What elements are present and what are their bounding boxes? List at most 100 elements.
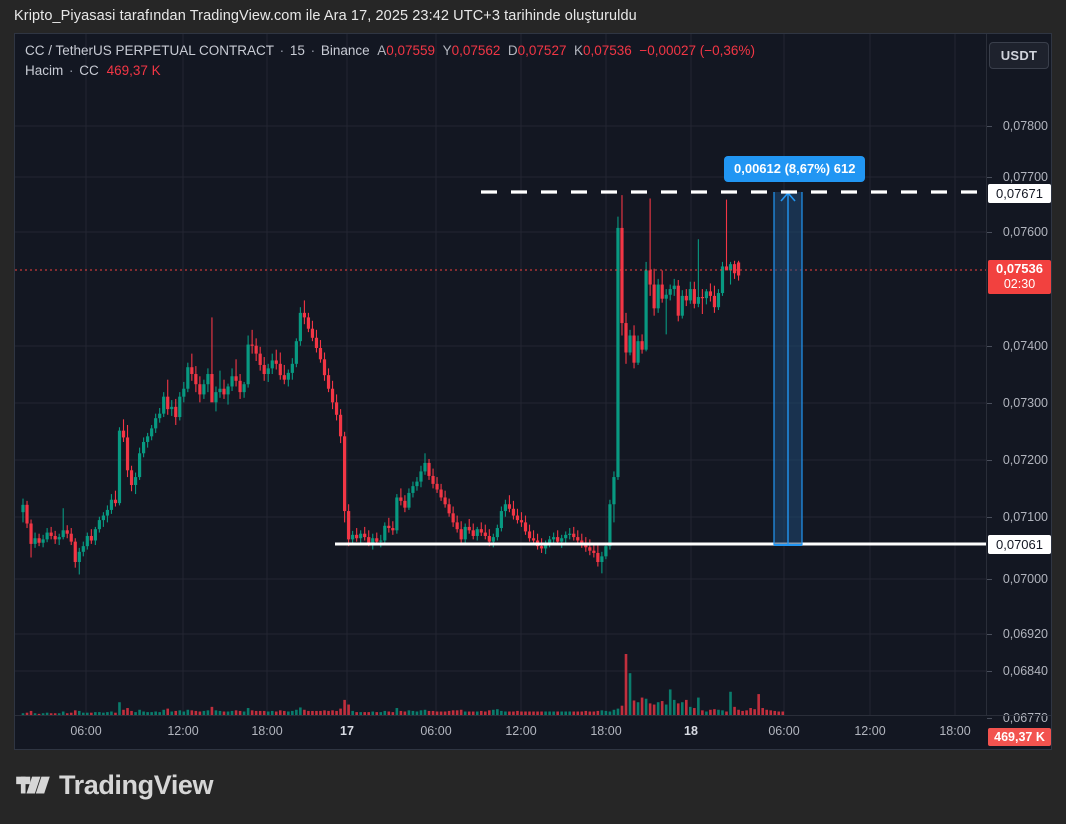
price-tick-label: 0,07700 <box>1002 170 1048 184</box>
volume-bar <box>604 710 608 715</box>
measure-tool-label[interactable]: 0,00612 (8,67%) 612 <box>724 156 866 182</box>
candle-body <box>314 337 319 348</box>
candle-body <box>294 341 298 364</box>
volume-bar <box>697 697 700 715</box>
candle-body <box>491 537 495 542</box>
currency-badge[interactable]: USDT <box>989 42 1049 69</box>
candle-body <box>636 341 640 363</box>
volume-bar <box>672 699 676 715</box>
volume-bar <box>467 711 471 715</box>
volume-bar <box>106 712 109 715</box>
price-tick-label: 0,07600 <box>1002 225 1048 239</box>
candle-body <box>121 430 126 438</box>
candle-body <box>624 323 628 353</box>
candle-body <box>186 367 190 389</box>
candle-body <box>338 414 343 437</box>
candle-body <box>700 297 704 299</box>
candle-body <box>499 511 503 529</box>
candle-body <box>608 504 612 547</box>
volume-bar <box>765 709 768 715</box>
volume-bar <box>186 709 190 715</box>
volume-bar <box>138 709 141 715</box>
candle-body <box>612 477 616 505</box>
candle-body <box>81 546 85 552</box>
volume-bar <box>170 711 174 715</box>
candle-body <box>564 534 568 539</box>
candle-body <box>580 540 584 544</box>
volume-bar <box>226 711 230 715</box>
volume-bar <box>660 701 664 715</box>
volume-bar <box>387 711 391 715</box>
candle-body <box>515 515 520 521</box>
volume-bar <box>459 709 463 715</box>
volume-bar <box>532 711 535 715</box>
candle-body <box>178 396 182 418</box>
price-tick-mark <box>987 403 992 404</box>
volume-bar <box>383 710 387 715</box>
volume-bar <box>110 711 113 715</box>
volume-bar <box>29 710 33 715</box>
candle-body <box>604 546 608 557</box>
candle-body <box>483 532 487 536</box>
candle-body <box>475 529 479 536</box>
volume-bar <box>25 712 29 715</box>
volume-value-tag[interactable]: 469,37 K <box>988 728 1051 746</box>
chart-plot-area[interactable] <box>15 34 987 715</box>
volume-bar <box>359 712 362 715</box>
candle-body <box>692 289 696 304</box>
volume-bar <box>174 710 178 715</box>
candle-body <box>270 360 274 369</box>
volume-bar <box>475 711 479 715</box>
candle-body <box>415 481 419 487</box>
volume-bar <box>528 711 531 715</box>
price-tick-mark <box>987 177 992 178</box>
volume-bar <box>644 698 648 715</box>
price-tick-label: 0,06920 <box>1002 627 1048 641</box>
volume-bar <box>122 709 125 715</box>
candle-body <box>632 335 636 363</box>
candle-body <box>359 533 363 539</box>
bar-countdown: 02:30 <box>1003 277 1036 291</box>
volume-bar <box>218 710 222 715</box>
volume-bar <box>198 711 202 715</box>
volume-bar <box>355 712 358 715</box>
volume-bar <box>544 711 547 715</box>
candle-body <box>53 535 57 540</box>
volume-bar <box>496 709 499 715</box>
candle-body <box>467 526 471 531</box>
candle-body <box>656 284 660 309</box>
volume-bar <box>492 709 495 715</box>
candle-body <box>158 413 162 419</box>
last-price-value: 0,07536 <box>996 261 1043 276</box>
support-price-tag[interactable]: 0,07061 <box>988 535 1051 554</box>
candle-body <box>487 535 491 542</box>
volume-bar <box>69 712 73 715</box>
price-tick-mark <box>987 232 992 233</box>
price-tick-mark <box>987 517 992 518</box>
volume-bar <box>624 654 628 715</box>
volume-bar <box>777 711 781 715</box>
candle-body <box>527 531 532 539</box>
volume-bar <box>238 710 242 715</box>
candle-body <box>363 533 367 538</box>
volume-bar <box>737 709 740 715</box>
candle-body <box>73 541 77 563</box>
price-scale[interactable]: USDT 0,07800 0,07700 0,07600 0,07400 0,07300… <box>986 34 1051 746</box>
candle-body <box>146 436 150 442</box>
candle-body <box>262 364 266 375</box>
last-price-tag[interactable]: 0,07536 02:30 <box>988 260 1051 294</box>
candle-body <box>620 227 624 324</box>
resistance-price-tag[interactable]: 0,07671 <box>988 184 1051 203</box>
volume-bar <box>82 712 85 715</box>
volume-bar <box>636 702 640 715</box>
candle-body <box>85 535 89 547</box>
volume-bar <box>488 710 491 715</box>
candle-body <box>411 486 415 493</box>
candle-body <box>544 543 548 549</box>
candle-body <box>588 547 592 551</box>
candle-body <box>202 384 206 395</box>
volume-bar <box>403 711 407 715</box>
time-scale[interactable]: 06:00 12:00 18:00 17 06:00 12:00 18:00 18 06:00 1… <box>15 715 1051 749</box>
volume-bars <box>21 654 785 715</box>
candle-body <box>266 368 270 375</box>
